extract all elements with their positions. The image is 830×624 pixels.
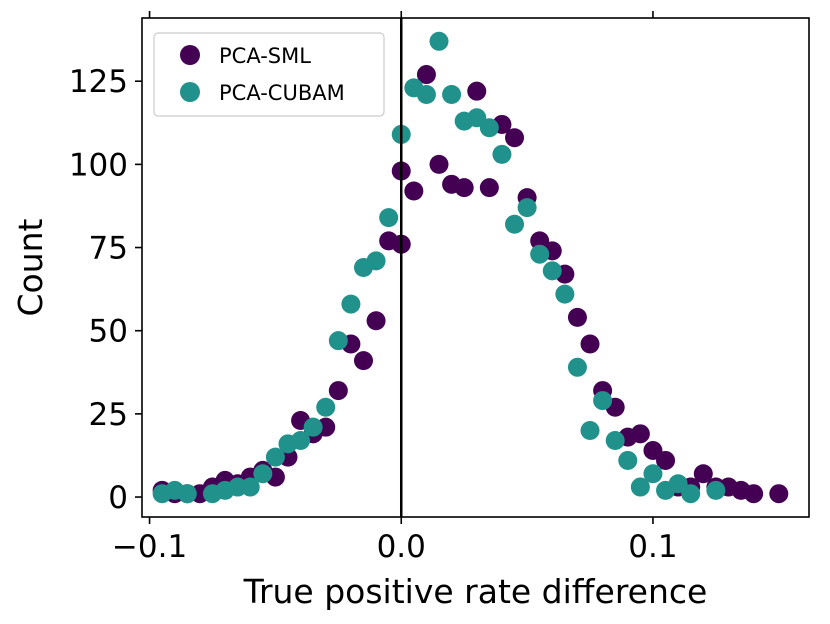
point-pca-cubam-33 <box>580 421 600 441</box>
x-axis-label: True positive rate difference <box>243 572 708 611</box>
point-pca-sml-26 <box>467 81 487 101</box>
plot-frame <box>141 17 810 518</box>
ticks-layer: −0.1 0.0 0.1 0 25 50 75 100 125 <box>69 11 678 565</box>
point-pca-cubam-22 <box>442 85 462 105</box>
point-pca-sml-21 <box>404 181 424 201</box>
point-pca-cubam-14 <box>341 294 361 314</box>
point-pca-cubam-8 <box>265 447 285 467</box>
point-pca-sml-17 <box>366 311 386 331</box>
point-pca-cubam-28 <box>517 198 537 218</box>
point-pca-sml-22 <box>416 65 436 85</box>
x-tick-label: 0.1 <box>628 529 677 565</box>
point-pca-cubam-25 <box>479 118 499 138</box>
point-pca-sml-34 <box>567 307 587 327</box>
y-tick-label: 100 <box>69 147 128 183</box>
legend-label-pca-sml: PCA-SML <box>219 44 311 68</box>
legend: PCA-SML PCA-CUBAM <box>153 32 385 117</box>
point-pca-cubam-32 <box>567 357 587 377</box>
point-pca-cubam-31 <box>555 284 575 304</box>
point-pca-sml-25 <box>454 178 474 198</box>
point-pca-sml-44 <box>693 464 713 484</box>
point-pca-cubam-41 <box>681 484 701 504</box>
point-pca-cubam-35 <box>605 430 625 450</box>
y-tick-label: 50 <box>89 314 128 350</box>
point-pca-cubam-7 <box>253 464 273 484</box>
point-pca-sml-27 <box>479 178 499 198</box>
y-tick-label: 75 <box>89 231 128 267</box>
point-pca-cubam-6 <box>240 477 260 497</box>
x-tick-label: −0.1 <box>112 529 187 565</box>
y-tick-label: 0 <box>108 480 128 516</box>
point-pca-cubam-11 <box>303 417 323 437</box>
y-tick-label: 125 <box>69 64 128 100</box>
point-pca-cubam-27 <box>505 214 525 234</box>
point-pca-cubam-12 <box>316 397 336 417</box>
point-pca-sml-49 <box>769 484 789 504</box>
point-pca-sml-41 <box>656 450 676 470</box>
legend-label-pca-cubam: PCA-CUBAM <box>219 81 345 105</box>
point-pca-sml-39 <box>630 424 650 444</box>
point-pca-sml-35 <box>580 334 600 354</box>
point-pca-cubam-10 <box>291 430 311 450</box>
point-pca-sml-23 <box>429 154 449 174</box>
y-tick-label: 25 <box>89 397 128 433</box>
point-pca-cubam-36 <box>618 450 638 470</box>
point-pca-cubam-37 <box>630 477 650 497</box>
point-pca-sml-16 <box>353 351 373 371</box>
legend-box <box>153 32 385 117</box>
legend-marker-pca-sml <box>180 45 200 65</box>
point-pca-cubam-42 <box>706 480 726 500</box>
point-pca-cubam-38 <box>643 464 663 484</box>
y-axis-label: Count <box>11 218 50 316</box>
x-tick-label: 0.0 <box>377 529 426 565</box>
point-pca-cubam-20 <box>416 85 436 105</box>
point-pca-cubam-2 <box>177 484 197 504</box>
point-pca-cubam-26 <box>492 144 512 164</box>
point-pca-sml-48 <box>744 484 764 504</box>
point-pca-cubam-30 <box>542 261 562 281</box>
point-pca-cubam-34 <box>593 391 613 411</box>
point-pca-cubam-16 <box>366 251 386 271</box>
point-pca-cubam-21 <box>429 31 449 51</box>
point-pca-cubam-13 <box>328 331 348 351</box>
point-pca-cubam-17 <box>379 208 399 228</box>
legend-marker-pca-cubam <box>180 82 200 102</box>
point-pca-cubam-29 <box>530 244 550 264</box>
points-layer <box>152 31 789 504</box>
point-pca-sml-14 <box>328 381 348 401</box>
point-pca-sml-29 <box>505 128 525 148</box>
